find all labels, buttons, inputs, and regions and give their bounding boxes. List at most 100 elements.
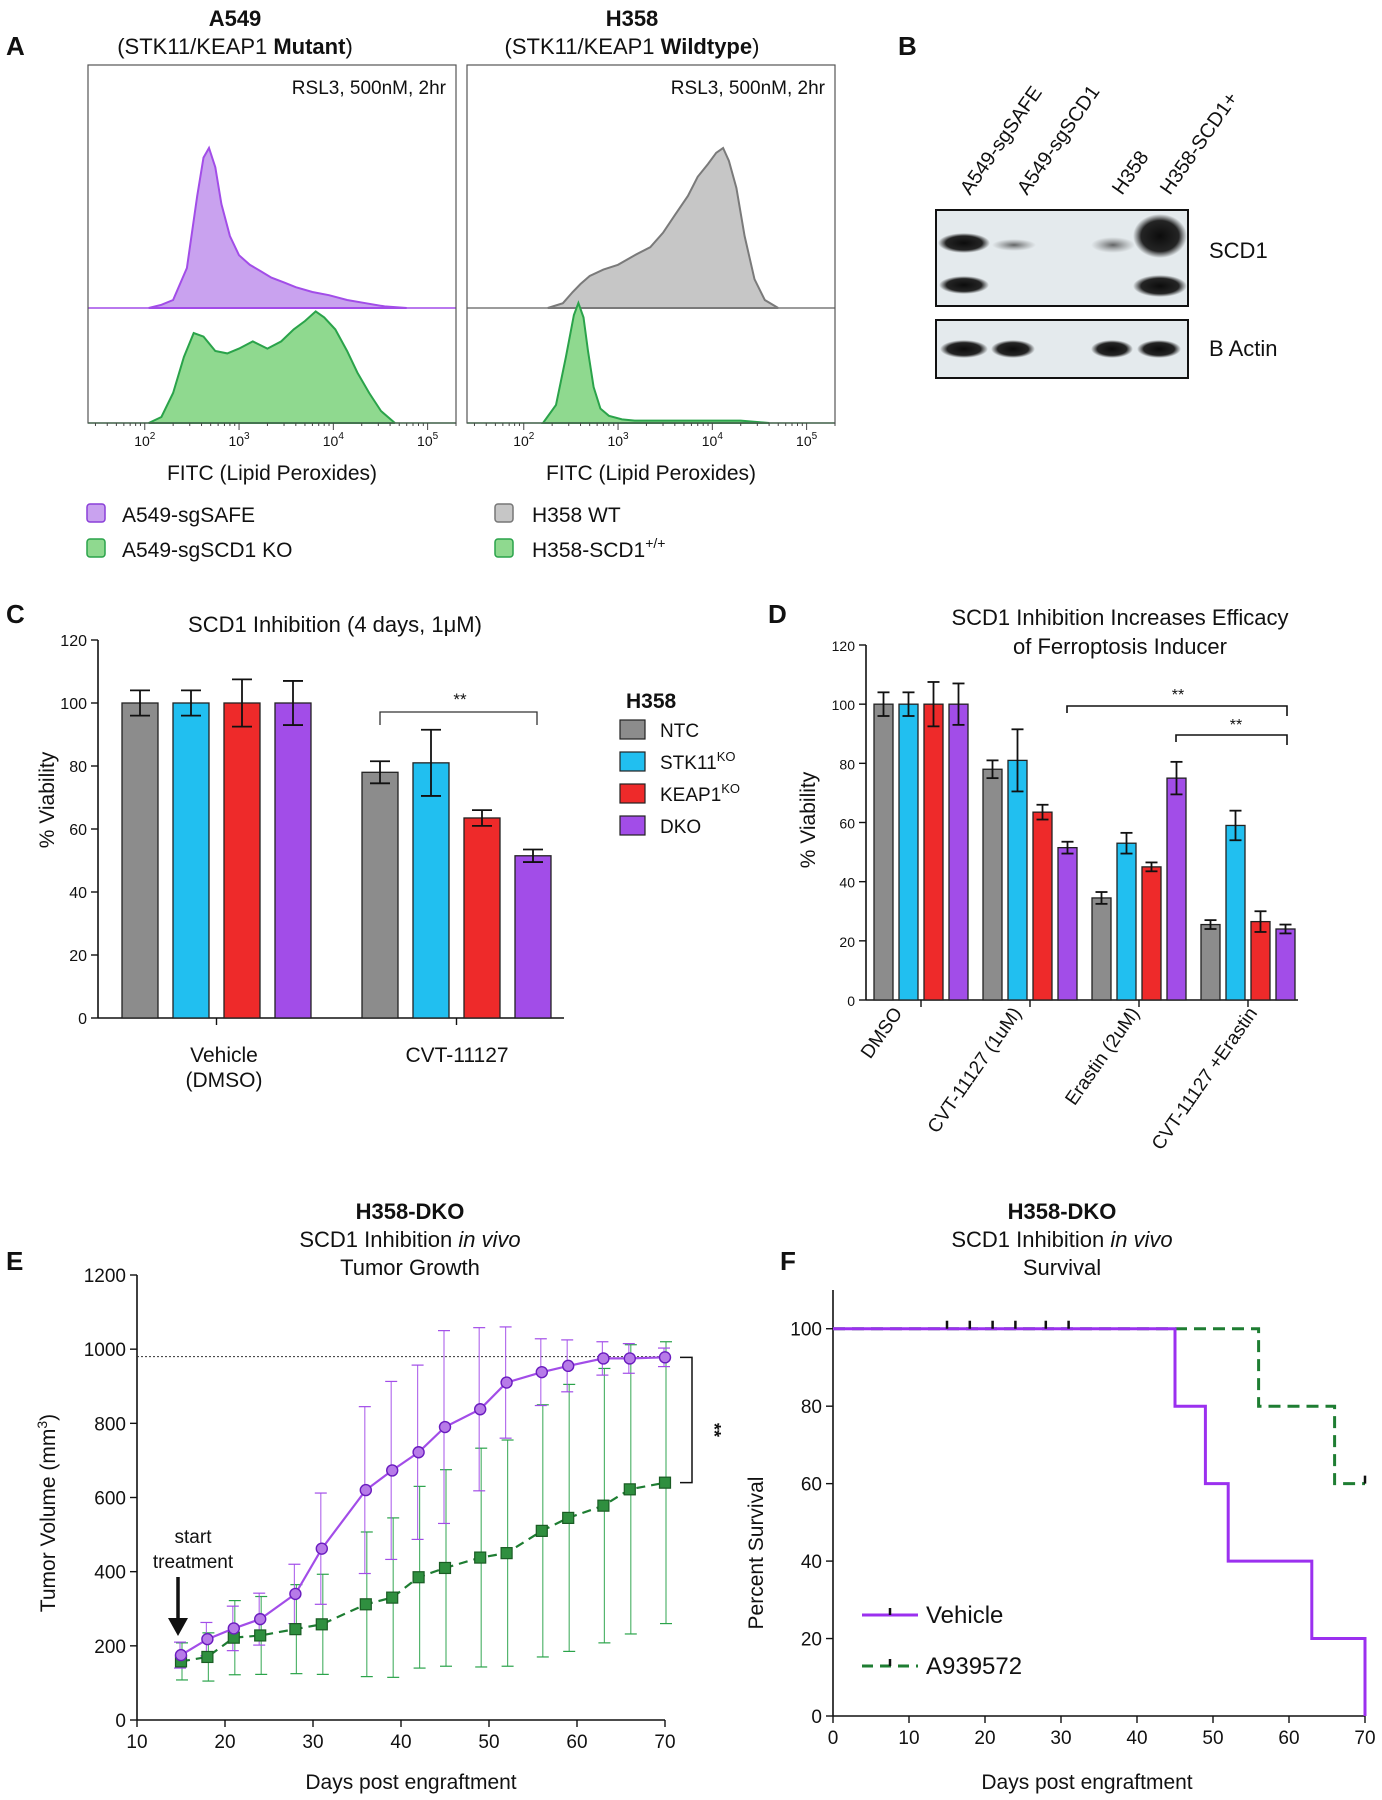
d-title-line1: SCD1 Inhibition Increases Efficacy — [951, 605, 1288, 630]
e-ylabel: Tumor Volume (mm3) — [34, 1414, 60, 1612]
a-left-subtitle-bold: Mutant — [273, 34, 346, 59]
histogram-h358-scd1- — [541, 300, 770, 424]
panel-label-a: A — [6, 31, 25, 61]
c-legend-swatch-ntc — [619, 719, 646, 740]
band — [1091, 340, 1133, 358]
d-group-label-3: CVT-11127 +Erastin — [1148, 1004, 1262, 1154]
data-point-a939572 — [623, 1483, 636, 1496]
c-legend-swatch-stk11 — [619, 751, 646, 772]
x-tick-label: 20 — [214, 1732, 235, 1753]
bar-keap1ko — [1250, 920, 1271, 1001]
c-title-post: M) — [456, 612, 482, 637]
histogram-ticks: 102 103 104 105 102 103 104 105 — [94, 423, 836, 449]
c-legend-stk11-sup: KO — [717, 749, 736, 764]
y-tick-label: 200 — [94, 1637, 126, 1658]
chart-f: 0 20 40 60 80 100 0 10 20 30 40 50 60 70 — [790, 1290, 1376, 1749]
data-point-vehicle — [562, 1359, 575, 1373]
histogram-tick-label: 105 — [417, 431, 439, 449]
data-point-a939572 — [289, 1623, 302, 1636]
data-point-a939572 — [535, 1524, 548, 1537]
e-xlabel: Days post engraftment — [305, 1771, 516, 1794]
panel-label-c: C — [6, 599, 25, 629]
a-right-xlabel: FITC (Lipid Peroxides) — [546, 462, 756, 485]
c-title: SCD1 Inhibition (4 days, 1μM) — [188, 612, 482, 637]
c-legend-dko: DKO — [660, 817, 701, 838]
y-tick-label: 0 — [115, 1711, 126, 1732]
histogram-tick-label: 104 — [323, 431, 345, 449]
data-point-a939572 — [500, 1547, 513, 1560]
data-point-vehicle — [315, 1542, 328, 1555]
x-tick-label: 70 — [654, 1732, 675, 1753]
y-tick-label: 20 — [69, 948, 87, 965]
y-tick-label: 100 — [832, 697, 856, 713]
x-tick-label: 50 — [478, 1732, 499, 1753]
y-tick-label: 120 — [832, 638, 856, 654]
c-group-label-0-line1: Vehicle — [190, 1044, 258, 1067]
survival-line-a939572 — [833, 1327, 1365, 1486]
y-tick-label: 800 — [94, 1414, 126, 1435]
data-point-a939572 — [315, 1618, 328, 1631]
histogram-tick-label: 105 — [796, 431, 818, 449]
chart-d: 0 20 40 60 80 100 120 — [832, 638, 1298, 1009]
bar-dko — [948, 703, 969, 1001]
y-tick-label: 80 — [69, 759, 87, 776]
histogram-h358-wt — [547, 146, 779, 309]
data-point-vehicle — [359, 1483, 372, 1497]
a-left-title: A549 — [209, 6, 262, 31]
a-right-subtitle-pre: (STK11/KEAP1 — [505, 34, 661, 59]
lane-label-3: H358-SCD1+ — [1156, 88, 1243, 199]
x-tick-label: 70 — [1354, 1728, 1375, 1749]
legend-label-a549-sgsafe: A549-sgSAFE — [122, 504, 255, 527]
data-point-a939572 — [562, 1511, 575, 1524]
c-legend-stk11: STK11KO — [660, 749, 735, 774]
legend-label-h358-scd1: H358-SCD1+/+ — [532, 535, 665, 562]
e-ylabel-sup: 3 — [34, 1421, 50, 1429]
band — [1091, 237, 1135, 253]
x-tick-label: 60 — [566, 1732, 587, 1753]
e-title-line2-it: in vivo — [458, 1227, 520, 1252]
bar-ntc — [121, 702, 159, 1019]
legend-label-h358-scd1-base: H358-SCD1 — [532, 539, 645, 562]
bar-keap1ko — [223, 702, 261, 1019]
a-right-annotation: RSL3, 500nM, 2hr — [671, 78, 826, 99]
y-tick-label: 80 — [839, 756, 855, 772]
a-right-frame — [466, 64, 836, 424]
data-point-a939572 — [359, 1598, 372, 1611]
a-left-subtitle: (STK11/KEAP1 Mutant) — [117, 34, 353, 59]
bar-stk11ko — [898, 703, 919, 1001]
d-sig-bracket-1 — [1066, 705, 1288, 716]
y-tick-label: 600 — [94, 1489, 126, 1510]
data-point-vehicle — [174, 1648, 188, 1662]
f-legend-vehicle: Vehicle — [926, 1602, 1003, 1629]
c-legend-keap1-sup: KO — [721, 781, 740, 796]
y-tick-label: 60 — [69, 822, 87, 839]
band — [1137, 340, 1181, 358]
d-sig-bracket-2 — [1175, 734, 1288, 745]
bar-ntc — [361, 771, 399, 1019]
a-left-subtitle-pre: (STK11/KEAP1 — [117, 34, 273, 59]
bar-keap1ko — [1141, 866, 1162, 1001]
f-ylabel: Percent Survival — [745, 1477, 768, 1630]
data-point-vehicle — [227, 1622, 241, 1635]
a-left-subtitle-post: ) — [345, 34, 352, 59]
y-tick-label: 20 — [801, 1630, 822, 1651]
y-tick-label: 20 — [839, 934, 855, 950]
d-group-label-0: DMSO — [857, 1004, 907, 1063]
f-xlabel: Days post engraftment — [981, 1771, 1192, 1794]
c-group-label-0-line2: (DMSO) — [186, 1069, 263, 1092]
bar-stk11ko — [412, 762, 450, 1019]
e-sig-bracket — [680, 1356, 693, 1484]
c-ylabel: % Viability — [36, 751, 59, 848]
histogram-tick-label: 104 — [702, 431, 724, 449]
histogram-a549-sgsafe — [148, 145, 407, 309]
data-point-vehicle — [535, 1365, 548, 1379]
panel-label-f: F — [780, 1246, 796, 1276]
x-tick-label: 20 — [974, 1728, 995, 1749]
e-annotation-line2: treatment — [153, 1552, 234, 1573]
e-ylabel-post: ) — [37, 1414, 60, 1421]
e-annotation-line1: start — [175, 1527, 213, 1548]
y-tick-label: 60 — [801, 1475, 822, 1496]
blot-actin — [935, 319, 1189, 379]
panel-label-d: D — [768, 599, 787, 629]
